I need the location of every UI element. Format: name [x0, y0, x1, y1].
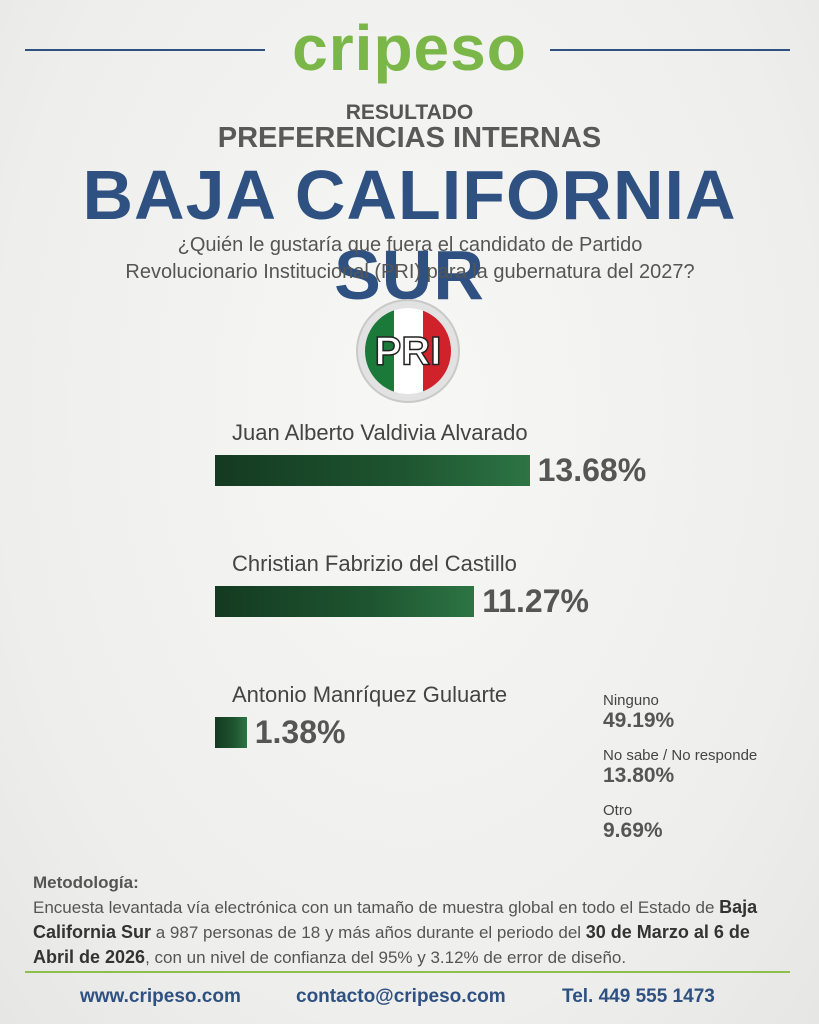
methodology-segment: a 987 personas de 18 y más años durante … [151, 923, 586, 942]
answer-label: No sabe / No responde [603, 747, 758, 764]
logo: cripeso [292, 12, 527, 84]
value-label: 13.68% [537, 452, 647, 488]
subtitle: PREFERENCIAS INTERNAS [217, 122, 602, 154]
methodology-segment: 30 de Marzo al 6 de Abril de 2026 [33, 922, 750, 967]
methodology-segment: , con un nivel de confianza del 95% y 3.… [145, 948, 627, 967]
candidate-name: Antonio Manríquez Guluarte [232, 682, 508, 707]
title: BAJA CALIFORNIA SUR [82, 156, 737, 314]
methodology-segment: Encuesta levantada vía electrónica con u… [33, 898, 720, 917]
bar [215, 717, 247, 748]
kicker: RESULTADO [345, 101, 474, 124]
candidate-name: Christian Fabrizio del Castillo [232, 551, 517, 576]
footer-phone: Tel. 449 555 1473 [562, 986, 715, 1007]
header-rule [25, 49, 265, 51]
answer-value: 13.80% [603, 764, 675, 787]
candidate-name: Juan Alberto Valdivia Alvarado [232, 420, 528, 445]
methodology-segment: Baja California Sur [33, 897, 758, 942]
answer-value: 9.69% [603, 819, 663, 842]
value-label: 11.27% [482, 583, 589, 619]
answer-value: 49.19% [603, 709, 675, 732]
bar [215, 455, 530, 486]
methodology-text: Encuesta levantada vía electrónica con u… [33, 895, 793, 970]
question: ¿Quién le gustaría que fuera el candidat… [125, 234, 695, 283]
methodology-label: Metodología: [33, 873, 139, 892]
footer-rule [25, 971, 790, 973]
bar [215, 586, 475, 617]
footer-web[interactable]: www.cripeso.com [80, 986, 241, 1007]
party-logo: PRI [356, 299, 460, 403]
footer-email[interactable]: contacto@cripeso.com [296, 986, 506, 1007]
value-label: 1.38% [254, 714, 346, 750]
answer-label: Otro [603, 802, 633, 819]
party-name: PRI [375, 330, 442, 374]
header-rule [550, 49, 790, 51]
answer-label: Ninguno [603, 692, 659, 709]
